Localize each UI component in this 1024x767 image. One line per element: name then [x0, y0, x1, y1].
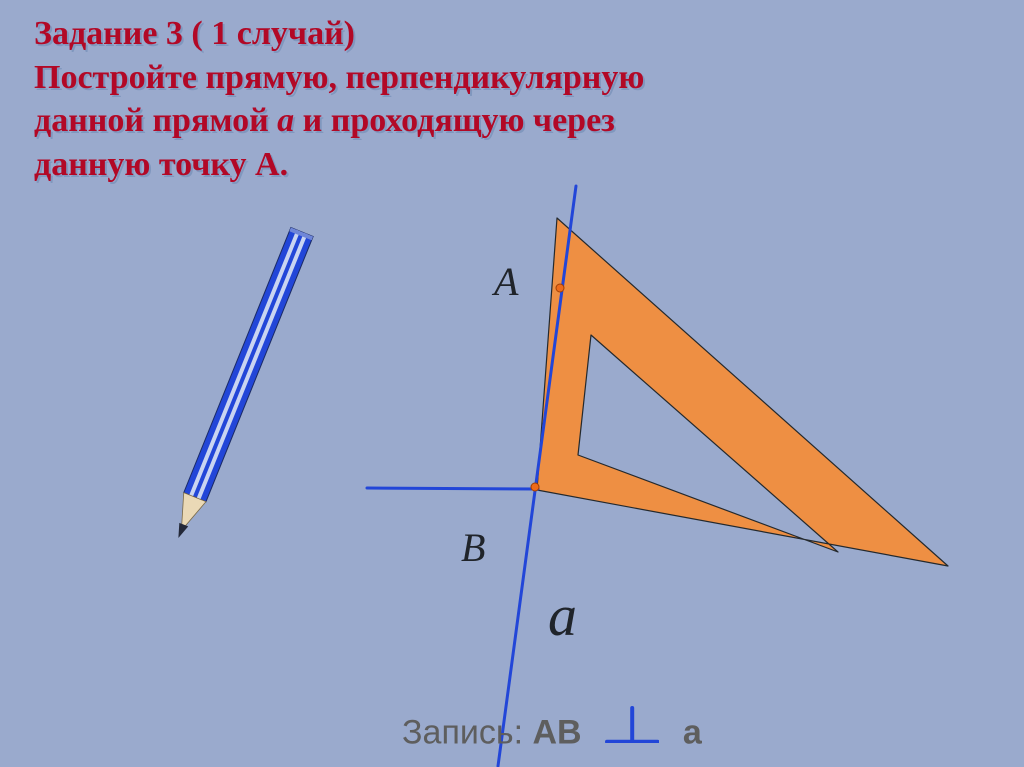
- title-line: данной прямой а и проходящую через: [34, 99, 994, 143]
- point-a: [556, 284, 564, 292]
- slide-stage: Задание 3 ( 1 случай)Постройте прямую, п…: [0, 0, 1024, 767]
- perpendicular-symbol-icon: [605, 706, 659, 743]
- notation-a: а: [683, 713, 702, 751]
- title-line: Задание 3 ( 1 случай): [34, 12, 994, 56]
- pencil-icon: [167, 228, 313, 543]
- label-point-b: В: [461, 524, 485, 571]
- title-line: Постройте прямую, перпендикулярную: [34, 56, 994, 100]
- notation-ab: АВ: [532, 713, 581, 751]
- label-point-a: А: [494, 258, 518, 305]
- label-line-a: а: [548, 582, 577, 649]
- set-square-icon: [537, 218, 948, 566]
- perpendicular-line: [367, 488, 538, 489]
- task-title: Задание 3 ( 1 случай)Постройте прямую, п…: [34, 12, 994, 186]
- notation-prefix: Запись:: [402, 713, 532, 751]
- point-b: [531, 483, 539, 491]
- notation-line: Запись: АВ а: [402, 706, 702, 752]
- title-line: данную точку А.: [34, 143, 994, 187]
